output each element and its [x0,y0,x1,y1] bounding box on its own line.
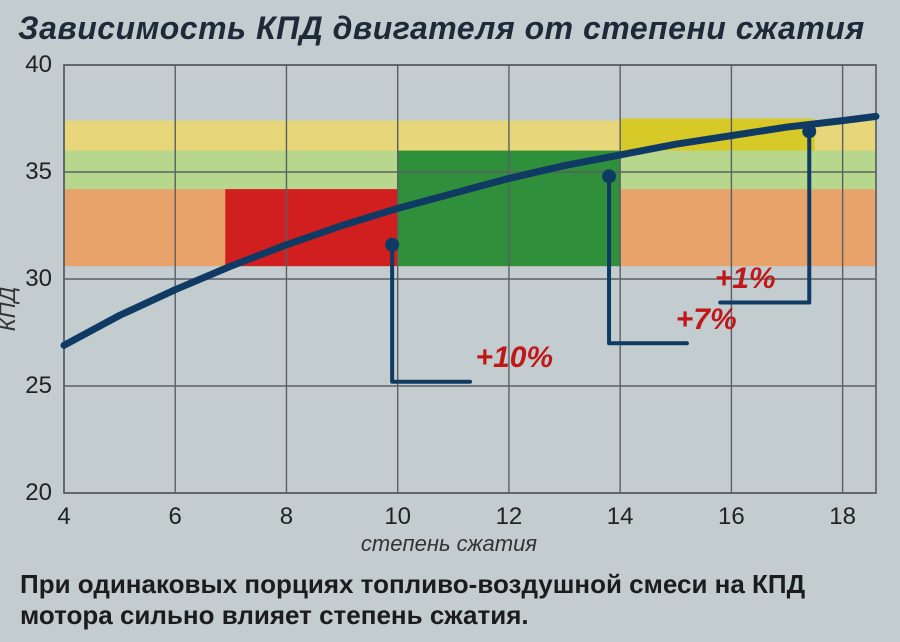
y-tick-label: 30 [12,265,52,293]
x-tick-label: 18 [829,503,856,531]
annotation-label: +1% [715,262,776,296]
annotation-label: +10% [476,341,554,375]
chart-container: Зависимость КПД двигателя от степени сжа… [0,0,900,642]
y-tick-label: 25 [12,372,52,400]
x-axis-label: степень сжатия [361,531,537,557]
y-tick-label: 20 [12,479,52,507]
y-tick-label: 35 [12,158,52,186]
y-axis-label: КПД [0,287,21,331]
x-tick-label: 6 [169,503,182,531]
x-tick-label: 8 [280,503,293,531]
x-tick-label: 10 [384,503,411,531]
x-tick-label: 12 [496,503,523,531]
x-tick-label: 14 [607,503,634,531]
y-tick-label: 40 [12,51,52,79]
chart-area: КПД 2025303540 4681012141618 +10%+7%+1% … [14,59,884,559]
x-tick-label: 16 [718,503,745,531]
x-tick-label: 4 [57,503,70,531]
chart-title: Зависимость КПД двигателя от степени сжа… [14,8,886,59]
annotation-label: +7% [676,303,737,337]
chart-caption: При одинаковых порциях топливо-воздушной… [14,559,886,631]
